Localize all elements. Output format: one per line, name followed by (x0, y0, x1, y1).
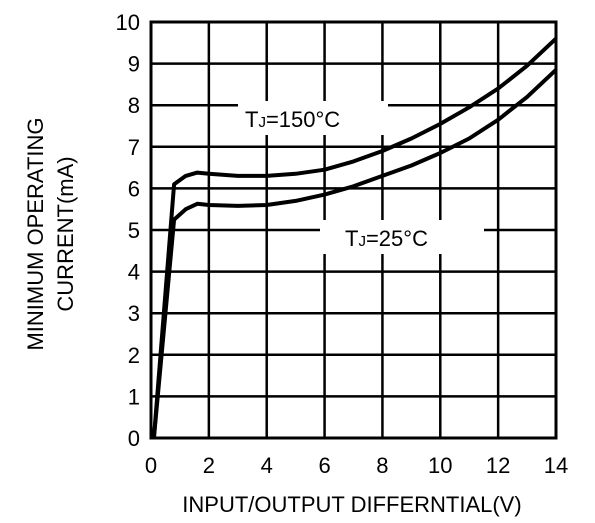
series-line-1 (151, 68, 558, 439)
plot-frame (149, 20, 558, 440)
y-tick-label: 3 (128, 301, 140, 326)
y-tick-label: 7 (128, 135, 140, 160)
series-label-25-bg (320, 220, 484, 254)
series-label-150: TJ=150°C (245, 107, 340, 132)
y-tick-label: 1 (128, 384, 140, 409)
y-tick-label: 0 (128, 426, 140, 451)
x-tick-label: 6 (318, 453, 330, 478)
y-tick-label: 6 (128, 176, 140, 201)
y-tick-label: 10 (116, 10, 140, 35)
y-axis-title-line-2: CURRENT(mA) (53, 156, 78, 311)
x-tick-labels: 0 2 4 6 8 10 12 14 (145, 453, 568, 478)
x-tick-label: 0 (145, 453, 157, 478)
y-tick-label: 9 (128, 52, 140, 77)
x-tick-label: 12 (486, 453, 510, 478)
x-tick-label: 2 (203, 453, 215, 478)
series-line-0 (151, 37, 558, 439)
x-tick-label: 4 (261, 453, 273, 478)
y-axis-title-line-1: MINIMUM OPERATING (23, 117, 48, 350)
x-tick-label: 14 (544, 453, 568, 478)
series-label-150-bg (238, 101, 388, 135)
curves (151, 37, 558, 439)
y-tick-label: 5 (128, 218, 140, 243)
x-tick-label: 10 (428, 453, 452, 478)
y-tick-label: 4 (128, 260, 140, 285)
y-tick-label: 2 (128, 343, 140, 368)
y-tick-labels: 0 1 2 3 4 5 6 7 8 9 10 (116, 10, 140, 451)
x-tick-label: 8 (376, 453, 388, 478)
x-axis-title: INPUT/OUTPUT DIFFERNTIAL(V) (182, 492, 521, 517)
y-tick-label: 8 (128, 93, 140, 118)
series-label-25: TJ=25°C (345, 226, 428, 251)
